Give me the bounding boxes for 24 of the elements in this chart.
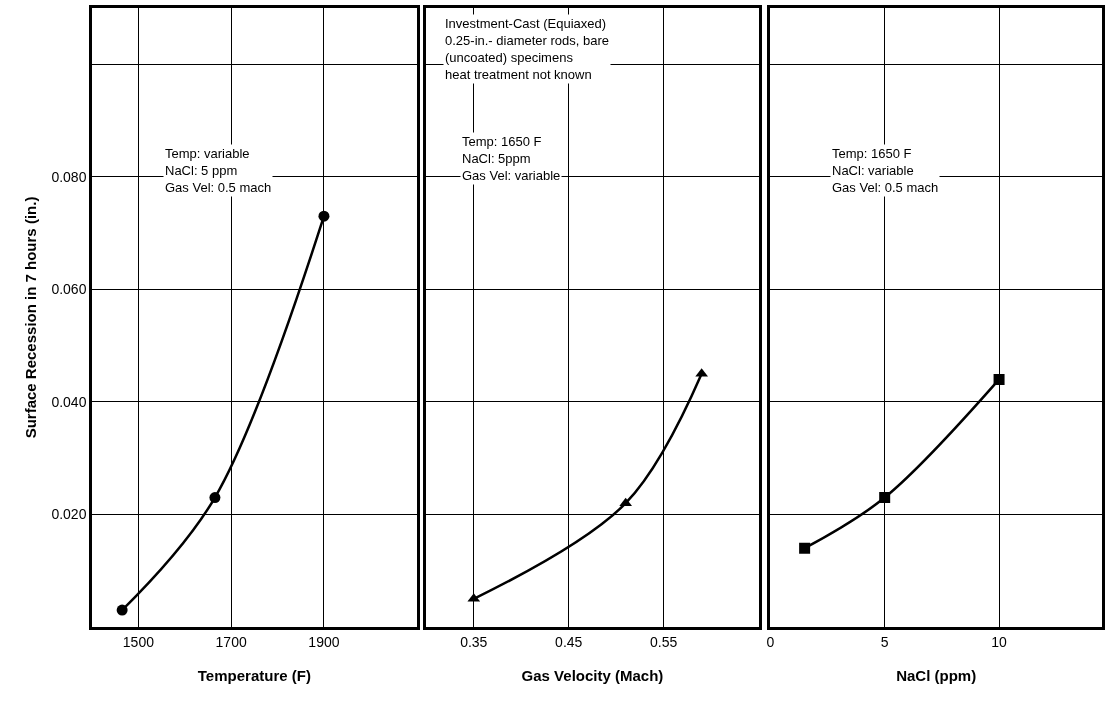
y-axis-title: Surface Recession in 7 hours (in.) [21, 196, 39, 439]
x-tick-label: 10 [991, 633, 1008, 650]
annotation: Temp: variable NaCl: 5 ppm Gas Vel: 0.5 mach [165, 146, 272, 195]
point [318, 210, 330, 222]
point [209, 492, 221, 504]
x-tick-label: 1900 [308, 633, 340, 650]
x-tick-label: 0.55 [650, 633, 678, 650]
x-tick-label: 1700 [215, 633, 247, 650]
x-tick-label: 1500 [122, 633, 155, 650]
y-tick-label: 0.040 [51, 393, 87, 410]
annotation: Investment-Cast (Equiaxed) 0.25-in.- diameter rods, bare (uncoated) specimens heat treatment not known [445, 16, 610, 82]
x-tick-label: 5 [880, 633, 889, 650]
point [116, 604, 128, 616]
annotation: Temp: 1650 F NaCl: variable Gas Vel: 0.5 mach [832, 146, 939, 195]
x-tick-label: 0.45 [555, 633, 583, 650]
y-tick-label: 0.020 [51, 506, 87, 523]
x-tick-label: 0 [766, 633, 775, 650]
x-tick-label: 0.35 [460, 633, 488, 650]
x-axis-title: Temperature (F) [197, 666, 311, 684]
annotation: Temp: 1650 F NaCl: 5ppm Gas Vel: variable [462, 134, 561, 183]
x-axis-title: Gas Velocity (Mach) [521, 666, 664, 684]
y-tick-label: 0.060 [51, 281, 87, 298]
x-axis-title: NaCl (ppm) [896, 666, 977, 684]
y-tick-label: 0.080 [51, 168, 87, 185]
